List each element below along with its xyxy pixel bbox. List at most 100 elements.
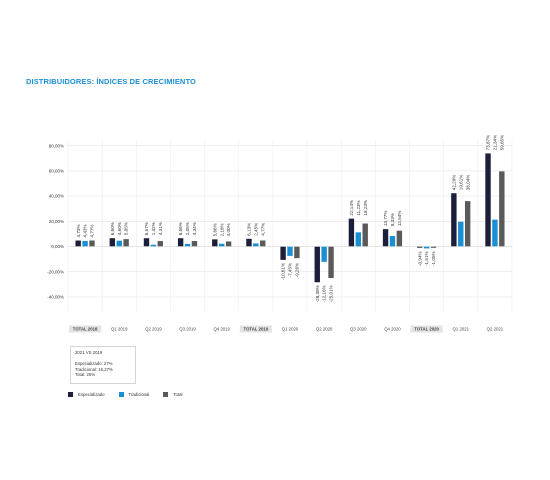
legend-item-especializado: Especializado	[68, 392, 105, 397]
data-label: 6,60%	[110, 222, 115, 235]
data-label: 42,29%	[451, 175, 456, 191]
category-highlight	[410, 325, 443, 333]
bar-tradicional-q2-2021	[492, 219, 498, 247]
bar-especializado-total-2019	[246, 238, 252, 247]
data-label: 18,23%	[363, 200, 368, 216]
category-label: Q4 2019	[213, 327, 230, 332]
bar-especializado-q3-2019	[177, 238, 184, 247]
data-label: 4,31%	[158, 222, 163, 235]
bar-tradicional-q3-2019	[184, 243, 191, 247]
data-label: -25,01%	[329, 285, 334, 302]
bar-total-q4-2020	[396, 230, 403, 247]
data-label: -12,16%	[322, 285, 327, 302]
data-label: 6,56%	[178, 222, 183, 235]
data-label: 8,33%	[390, 213, 395, 226]
data-label: 11,23%	[356, 200, 361, 215]
bar-especializado-q1-2020	[280, 246, 286, 260]
bar-especializado-q1-2019	[109, 238, 116, 247]
data-label: -1,51%	[424, 251, 429, 266]
legend-item-tradicional: Tradicional	[118, 392, 150, 397]
category-label: Q1 2020	[282, 327, 299, 332]
comparison-note: 2021 VS 2019 Especializado: 27% Tradicio…	[70, 346, 136, 384]
note-line-especializado: Especializado: 27%	[75, 361, 113, 367]
data-label: 13,77%	[383, 211, 388, 227]
bar-total-q2-2019	[157, 241, 163, 247]
legend-item-total: Total	[163, 392, 182, 397]
legend-label-tradicional: Tradicional	[128, 392, 150, 397]
data-label: 4,34%	[192, 222, 197, 235]
category-label: TOTAL 2018	[73, 327, 98, 332]
bar-total-q1-2019	[123, 239, 129, 247]
data-label: 2,45%	[253, 223, 258, 236]
bar-total-total-2018	[89, 240, 95, 247]
data-label: 6,13%	[247, 223, 252, 236]
data-label: 22,14%	[349, 200, 354, 216]
note-line-total: Total: 25%	[75, 371, 96, 377]
bar-total-q1-2021	[464, 201, 471, 247]
data-label: 21,34%	[493, 135, 498, 151]
bar-tradicional-q3-2020	[355, 232, 362, 247]
data-label: 4,00%	[226, 223, 231, 236]
bar-tradicional-total-2019	[253, 243, 259, 247]
data-label: 5,85%	[124, 222, 129, 235]
y-tick-label: 0,00%	[51, 244, 64, 249]
category-label: Q1 2021	[453, 327, 470, 332]
bar-especializado-q3-2020	[348, 218, 355, 247]
data-label: 73,87%	[486, 135, 491, 151]
category-label: Q1 2019	[111, 327, 128, 332]
bar-total-q2-2020	[328, 246, 334, 279]
bar-tradicional-q4-2020	[389, 236, 396, 247]
data-label: 1,42%	[151, 222, 156, 235]
category-label: Q2 2021	[487, 327, 504, 332]
data-label: 2,05%	[185, 222, 190, 235]
data-label: -7,45%	[288, 263, 293, 278]
data-label: -1,05%	[431, 251, 436, 266]
bar-tradicional-total-2020	[423, 246, 430, 249]
data-label: 36,04%	[465, 175, 470, 191]
chart-legend: Especializado Tradicional Total	[68, 392, 196, 397]
bar-especializado-q2-2019	[143, 238, 150, 247]
y-tick-label: 20,00%	[49, 219, 64, 224]
legend-swatch-especializado	[68, 392, 73, 397]
data-label: 4,77%	[260, 223, 265, 236]
bar-tradicional-q2-2019	[150, 244, 157, 247]
data-label: 6,57%	[144, 222, 149, 235]
legend-swatch-total	[163, 392, 169, 397]
bar-total-q1-2020	[294, 246, 300, 259]
bar-total-total-2019	[260, 240, 266, 247]
bar-especializado-total-2020	[417, 246, 423, 248]
bar-tradicional-q4-2019	[218, 243, 225, 247]
bar-especializado-total-2018	[75, 240, 81, 247]
y-tick-label: 60,00%	[49, 169, 64, 174]
bar-especializado-q1-2021	[451, 193, 457, 247]
data-label: 4,77%	[90, 224, 95, 237]
y-tick-label: -40,00%	[47, 295, 64, 300]
bar-tradicional-q1-2019	[116, 240, 122, 247]
category-highlight	[239, 325, 272, 333]
legend-label-especializado: Especializado	[78, 392, 105, 397]
bar-especializado-q2-2021	[485, 153, 491, 247]
data-label: -10,61%	[281, 263, 286, 280]
category-label: TOTAL 2019	[244, 327, 269, 332]
legend-label-total: Total	[173, 392, 183, 397]
category-label: Q3 2019	[179, 327, 196, 332]
category-label: Q3 2020	[350, 327, 367, 332]
data-label: -0,94%	[417, 251, 422, 266]
data-label: 4,43%	[83, 224, 88, 237]
data-label: 19,61%	[458, 175, 463, 191]
bar-tradicional-q1-2020	[287, 246, 293, 256]
note-line-tradicional: Tradicional: 16,27%	[75, 366, 113, 372]
category-label: Q2 2020	[316, 327, 333, 332]
data-label: -9,26%	[295, 263, 300, 278]
category-highlight	[69, 325, 102, 333]
y-tick-label: -20,00%	[47, 269, 64, 274]
bar-total-q4-2019	[225, 241, 232, 247]
legend-swatch-tradicional	[118, 392, 124, 397]
bar-especializado-q2-2020	[314, 246, 320, 283]
bar-total-q3-2019	[191, 241, 198, 247]
bar-especializado-q4-2020	[382, 229, 389, 247]
data-label: 5,66%	[212, 223, 217, 236]
data-label: 4,73%	[76, 224, 81, 237]
bar-especializado-q4-2019	[212, 239, 218, 247]
